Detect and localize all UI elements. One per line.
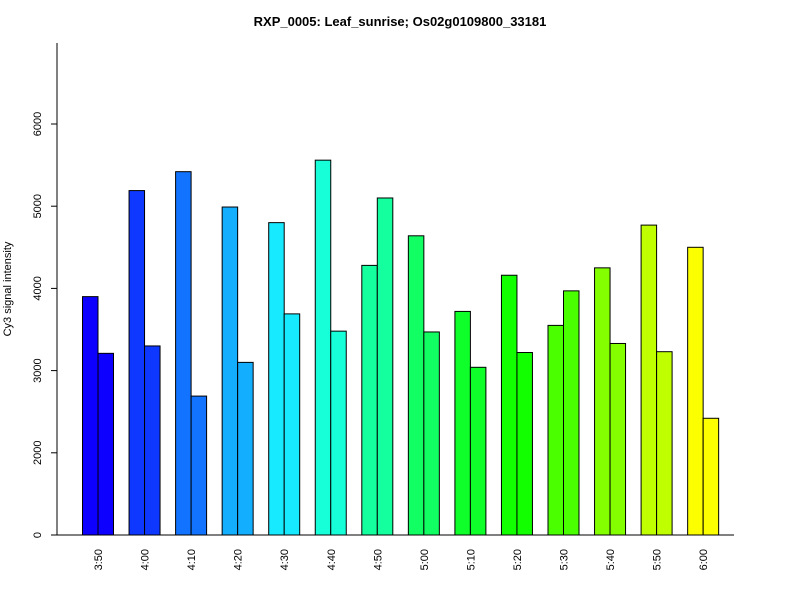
bar <box>563 290 580 536</box>
bar <box>283 313 301 536</box>
bar <box>594 267 611 536</box>
x-tick-label: 4:50 <box>372 549 384 570</box>
bar <box>376 197 394 536</box>
x-ticks: 3:50 4:00 4:10 4:20 4:30 4:40 4:50 5:00 5:10 5:20… <box>93 549 710 570</box>
y-tick-label: 0 <box>32 532 44 538</box>
x-tick-label: 5:00 <box>419 549 431 570</box>
x-tick-label: 4:20 <box>233 549 245 570</box>
x-tick-label: 4:40 <box>326 549 338 570</box>
y-tick-label: 6000 <box>32 112 44 136</box>
bar <box>687 246 704 536</box>
x-tick-label: 4:30 <box>279 549 291 570</box>
bar <box>330 330 347 536</box>
bar <box>702 417 720 536</box>
x-tick-label: 5:40 <box>605 549 617 570</box>
bar <box>500 274 518 536</box>
bar <box>547 324 564 536</box>
bar <box>609 342 627 536</box>
bar <box>423 331 440 536</box>
bar <box>407 235 425 536</box>
bar <box>640 224 658 536</box>
bar <box>268 222 285 536</box>
x-tick-label: 5:10 <box>465 549 477 570</box>
x-tick-label: 4:10 <box>186 549 198 570</box>
bars <box>82 159 720 536</box>
y-tick-label: 2000 <box>32 441 44 465</box>
bar <box>82 296 99 536</box>
chart-title: RXP_0005: Leaf_sunrise; Os02g0109800_331… <box>254 14 547 29</box>
x-tick-label: 6:00 <box>698 549 710 570</box>
y-ticks: 0 2000 3000 4000 5000 6000 <box>32 112 57 538</box>
bar <box>314 159 332 536</box>
x-tick-label: 5:50 <box>652 549 664 570</box>
bar <box>454 310 471 536</box>
bar <box>469 366 487 536</box>
bar <box>128 190 146 536</box>
bar <box>97 352 114 536</box>
y-tick-label: 4000 <box>32 276 44 300</box>
bar <box>656 351 673 536</box>
bar <box>221 206 239 536</box>
bar <box>361 264 378 536</box>
y-tick-label: 5000 <box>32 194 44 218</box>
bar <box>175 171 192 536</box>
x-tick-label: 5:20 <box>512 549 524 570</box>
bar <box>237 361 254 536</box>
bar <box>190 395 208 536</box>
y-axis-label: Cy3 signal intensity <box>2 241 14 336</box>
bar <box>144 345 161 536</box>
y-tick-label: 3000 <box>32 358 44 382</box>
x-tick-label: 4:00 <box>140 549 152 570</box>
x-tick-label: 5:30 <box>559 549 571 570</box>
x-tick-label: 3:50 <box>93 549 105 570</box>
bar <box>516 352 533 536</box>
